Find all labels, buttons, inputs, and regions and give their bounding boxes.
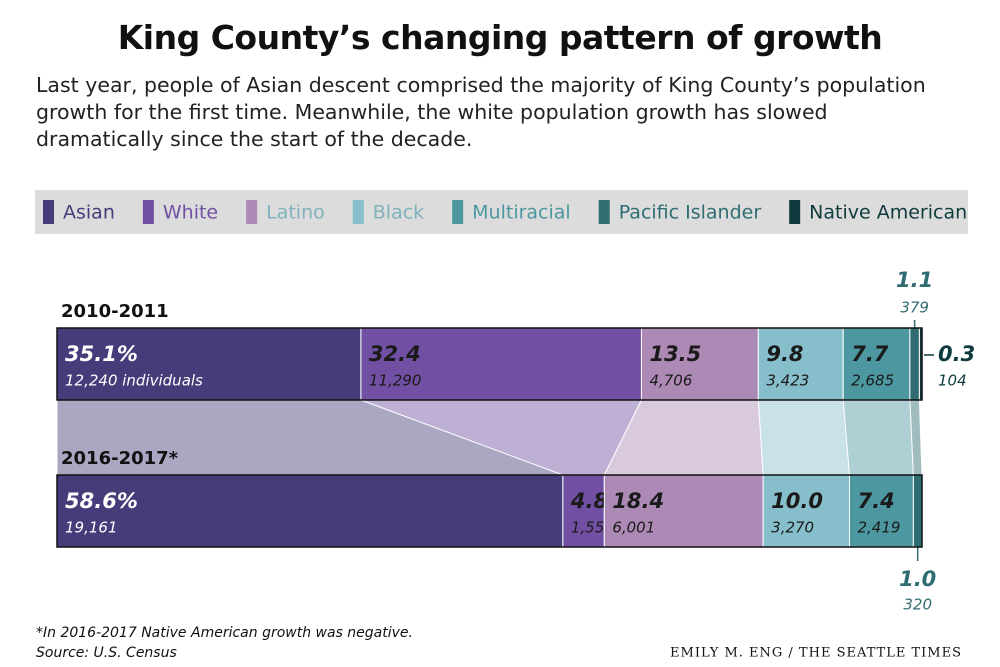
- bar-segment: [603, 474, 764, 548]
- legend-swatch: [246, 200, 258, 224]
- legend-swatch: [598, 200, 610, 224]
- value-label: 18.4: [612, 489, 664, 513]
- value-label: 1.0: [899, 567, 936, 591]
- bar-outline: [56, 327, 923, 401]
- footnote: *In 2016-2017 Native American growth was…: [36, 625, 413, 641]
- category-label: 2010-2011: [61, 301, 169, 322]
- legend-swatch: [452, 200, 464, 224]
- count-label: 3,423: [766, 372, 809, 390]
- value-label: 13.5: [649, 342, 701, 366]
- count-label: 12,240 individuals: [65, 372, 203, 390]
- count-label: 1,557: [571, 519, 614, 537]
- value-label: 10.0: [771, 489, 823, 513]
- legend-label: Multiracial: [472, 202, 571, 224]
- value-label: 4.8: [570, 489, 608, 513]
- count-label: 379: [900, 299, 929, 317]
- bar-segment: [909, 327, 920, 401]
- value-label: 58.6%: [65, 489, 138, 513]
- value-label: 7.4: [857, 489, 894, 513]
- flow-connector: [757, 399, 851, 476]
- flow-connector: [842, 399, 914, 476]
- legend-swatch: [352, 200, 364, 224]
- legend-label: Native American: [809, 202, 967, 224]
- value-label: 0.3: [938, 342, 975, 366]
- bar-outline: [56, 474, 923, 548]
- legend-swatch: [142, 200, 154, 224]
- count-label: 104: [938, 372, 967, 390]
- source: Source: U.S. Census: [36, 645, 177, 661]
- bar-segment: [360, 327, 642, 401]
- legend-label: Asian: [63, 202, 115, 224]
- category-label: 2016-2017*: [61, 448, 179, 469]
- chart-subtitle: Last year, people of Asian descent compr…: [36, 73, 926, 151]
- legend-label: White: [163, 202, 218, 224]
- bar-segment: [757, 327, 844, 401]
- count-label: 19,161: [65, 519, 118, 537]
- legend-background: [35, 190, 968, 234]
- legend-label: Latino: [266, 202, 325, 224]
- value-label: 9.8: [766, 342, 803, 366]
- legend-swatch: [789, 200, 801, 224]
- legend-label: Black: [373, 202, 424, 224]
- legend-label: Pacific Islander: [619, 202, 762, 224]
- bar-segment: [912, 474, 923, 548]
- value-label: 7.7: [851, 342, 889, 366]
- value-label: 1.1: [896, 268, 933, 292]
- count-label: 6,001: [612, 519, 655, 537]
- connectors: [56, 399, 923, 476]
- count-label: 11,290: [369, 372, 422, 390]
- credit: EMILY M. ENG / THE SEATTLE TIMES: [670, 646, 962, 661]
- value-label: 32.4: [369, 342, 421, 366]
- legend-swatch: [43, 200, 54, 224]
- count-label: 3,270: [771, 519, 814, 537]
- count-label: 2,685: [851, 372, 894, 390]
- count-label: 320: [903, 596, 932, 614]
- count-label: 2,419: [857, 519, 900, 537]
- chart-title: King County’s changing pattern of growth: [117, 18, 883, 57]
- bar-segment: [56, 474, 564, 548]
- value-label: 35.1%: [65, 342, 138, 366]
- count-label: 4,706: [649, 372, 692, 390]
